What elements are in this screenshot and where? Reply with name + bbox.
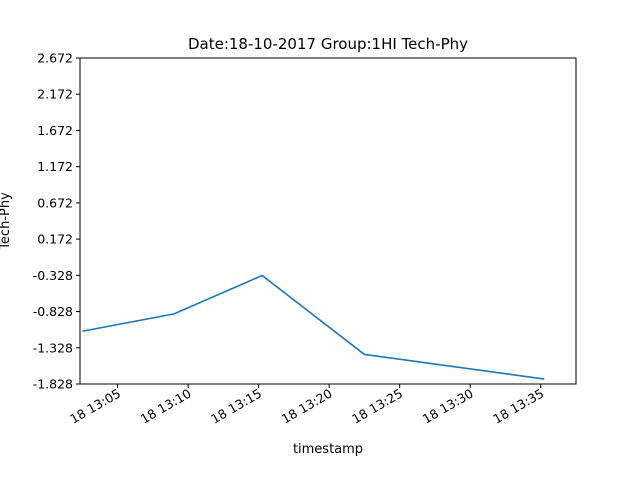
y-tick-label: -1.328 — [33, 340, 73, 355]
y-tick-label: -0.828 — [33, 304, 73, 319]
y-tick-label: 0.672 — [37, 195, 73, 210]
y-tick-label: 2.172 — [37, 87, 73, 102]
y-tick-label: 1.172 — [37, 159, 73, 174]
y-axis: 2.672 2.172 1.672 1.172 0.672 0.172 -0.328 -0.8… — [33, 51, 80, 392]
y-tick-label: 0.172 — [37, 232, 73, 247]
y-tick-label: 1.672 — [37, 123, 73, 138]
x-axis-label: timestamp — [293, 442, 363, 457]
y-axis-label: Tech-Phy — [0, 192, 13, 251]
series-layer — [82, 274, 545, 380]
plot-frame — [79, 57, 577, 385]
y-tick-label: 2.672 — [37, 51, 73, 66]
chart-title: Date:18-10-2017 Group:1HI Tech-Phy — [188, 35, 468, 53]
y-tick-label: -0.328 — [33, 268, 73, 283]
y-tick-label: -1.828 — [33, 377, 73, 392]
plot-area — [79, 57, 577, 385]
